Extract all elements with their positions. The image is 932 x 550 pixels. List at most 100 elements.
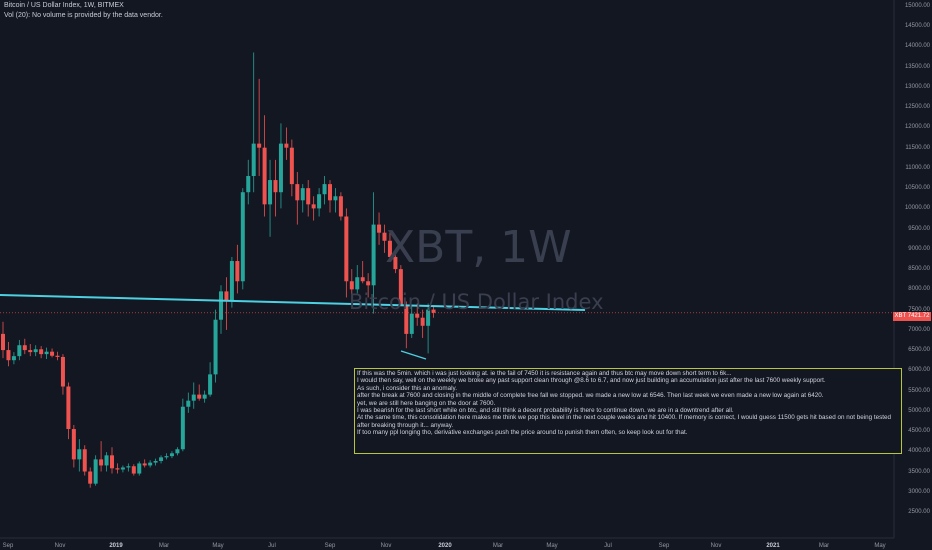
candle-down — [50, 348, 55, 358]
time-tick-label: 2019 — [109, 543, 123, 549]
candle-down — [360, 261, 365, 284]
candle-up — [278, 123, 283, 209]
candle-down — [306, 180, 311, 217]
candle-up — [11, 352, 16, 365]
candle-body — [360, 277, 365, 282]
note-line: after the break at 7600 and closing in t… — [357, 392, 824, 400]
candle-body — [1, 333, 5, 351]
candle-body — [120, 467, 125, 470]
candle-up — [409, 305, 414, 338]
candle-body — [33, 349, 38, 353]
candle-body — [66, 386, 71, 430]
time-tick-label: Mar — [818, 543, 830, 549]
candle-body — [11, 356, 16, 361]
candle-down — [431, 305, 436, 318]
candle-down — [22, 338, 27, 355]
candle-body — [366, 281, 371, 286]
candle-up — [229, 256, 234, 308]
candle-body — [409, 313, 414, 334]
candle-body — [164, 456, 169, 458]
time-tick-label: Nov — [710, 543, 722, 549]
candle-down — [262, 115, 267, 217]
candle-up — [191, 382, 196, 409]
candle-body — [431, 309, 436, 313]
candle-body — [398, 269, 403, 306]
candle-up — [208, 362, 213, 397]
candle-body — [175, 449, 180, 454]
chart-title[interactable]: Bitcoin / US Dollar Index, 1W, BITMEX — [4, 2, 124, 9]
candle-down — [39, 346, 44, 359]
time-tick-label: May — [546, 543, 558, 549]
annotation-note[interactable]: If this was the 5min. which i was just l… — [354, 368, 902, 454]
candle-up — [213, 309, 218, 383]
price-tick-label: 12000.00 — [904, 124, 930, 131]
candle-body — [240, 192, 245, 282]
time-tick-label: May — [874, 543, 886, 549]
candle-up — [93, 455, 98, 486]
low-marker-line[interactable] — [400, 350, 427, 360]
candle-up — [355, 265, 360, 294]
candle-down — [110, 447, 114, 474]
candle-down — [393, 252, 398, 274]
candle-body — [180, 406, 185, 450]
candle-body — [371, 224, 376, 286]
candle-down — [328, 180, 332, 213]
candle-body — [311, 204, 316, 209]
candle-up — [44, 347, 49, 359]
candle-body — [55, 355, 60, 357]
candle-body — [251, 143, 256, 177]
candle-body — [338, 196, 343, 217]
candle-body — [28, 350, 33, 353]
candle-body — [137, 463, 142, 474]
candle-up — [333, 188, 338, 213]
candle-body — [110, 455, 114, 469]
candle-body — [202, 394, 207, 399]
price-tick-label: 6000.00 — [908, 367, 930, 374]
candle-down — [273, 159, 278, 217]
candle-down — [99, 441, 104, 472]
candle-body — [99, 459, 104, 466]
candlestick-series — [1, 52, 436, 488]
candle-up — [77, 439, 82, 472]
candle-up — [300, 184, 305, 213]
candle-body — [60, 356, 65, 387]
candle-body — [224, 291, 229, 302]
candle-body — [278, 143, 283, 193]
candle-up — [33, 345, 38, 357]
candle-down — [55, 351, 60, 361]
candle-down — [197, 384, 202, 401]
candle-down — [257, 78, 262, 177]
candle-down — [224, 277, 229, 330]
candle-body — [219, 291, 223, 320]
candle-body — [393, 256, 398, 270]
candle-body — [142, 463, 147, 466]
candle-up — [159, 455, 164, 464]
price-tick-label: 14000.00 — [904, 43, 930, 50]
candle-down — [404, 301, 409, 349]
candle-body — [349, 281, 354, 290]
price-tick-label: 14500.00 — [904, 23, 930, 30]
price-tick-label: 3000.00 — [908, 488, 930, 495]
price-tick-label: 8500.00 — [908, 266, 930, 273]
note-line: I would then say, well on the weekly we … — [357, 377, 826, 385]
note-line: yet, we are still here banging on the do… — [357, 399, 496, 407]
candle-down — [115, 463, 120, 474]
candle-down — [344, 208, 349, 298]
candle-up — [240, 188, 245, 290]
price-tick-label: 3500.00 — [908, 468, 930, 475]
candle-body — [246, 176, 251, 193]
candle-down — [295, 171, 300, 225]
candle-down — [235, 244, 240, 294]
price-tick-label: 4500.00 — [908, 428, 930, 435]
price-tick-label: 9000.00 — [908, 245, 930, 252]
candle-body — [300, 188, 305, 201]
candle-down — [366, 273, 371, 298]
candle-body — [71, 429, 76, 460]
candle-up — [202, 390, 207, 403]
candle-body — [77, 449, 82, 460]
candle-down — [289, 139, 294, 197]
support-trendline[interactable] — [0, 294, 586, 311]
candle-body — [377, 224, 382, 233]
